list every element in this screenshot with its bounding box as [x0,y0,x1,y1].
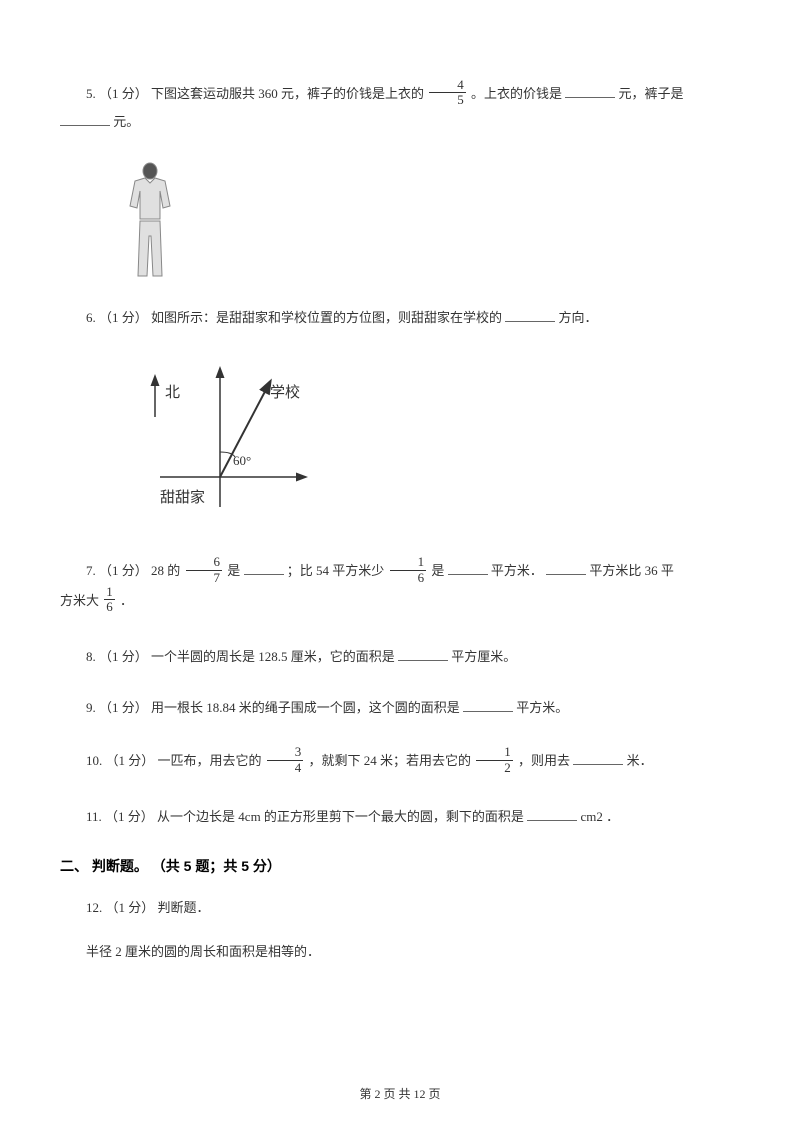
sportswear-icon [120,161,180,281]
q7-t2: 是 [227,563,240,578]
q7-line1: 7. （1 分） 28 的 6 7 是 ；比 54 平方米少 1 6 是 平方米… [60,557,740,587]
q5-text-after-b2: 元。 [113,114,139,129]
question-11: 11. （1 分） 从一个边长是 4cm 的正方形里剪下一个最大的圆，剩下的面积… [60,805,740,828]
sportswear-image [120,161,740,286]
q7-f3d: 6 [104,600,115,614]
q10-t1: 一匹布，用去它的 [158,753,262,768]
question-6: 6. （1 分） 如图所示：是甜甜家和学校位置的方位图，则甜甜家在学校的 方向． [60,306,740,329]
q12-t1: 判断题． [158,900,210,915]
q9-points: （1 分） [99,700,148,715]
q7-f1d: 7 [186,571,223,585]
q10-f2d: 2 [476,761,513,775]
question-12: 12. （1 分） 判断题． 半径 2 厘米的圆的周长和面积是相等的． [60,896,740,963]
q7-t6: 平方米比 36 平 [589,563,674,578]
question-5: 5. （1 分） 下图这套运动服共 360 元，裤子的价钱是上衣的 4 5 。上… [60,80,740,133]
q10-t3: ，则用去 [518,753,570,768]
q7-line2: 方米大 1 6 ． [60,587,740,617]
q10-points: （1 分） [106,753,155,768]
q9-text: 9. （1 分） 用一根长 18.84 米的绳子围成一个圆，这个圆的面积是 平方… [60,696,740,719]
q8-text: 8. （1 分） 一个半圆的周长是 128.5 厘米，它的面积是 平方厘米。 [60,645,740,668]
q7-f1n: 6 [186,555,223,570]
q7-l2-t2: ． [120,593,133,608]
q10-f2n: 1 [476,745,513,760]
q8-t1: 一个半圆的周长是 128.5 厘米，它的面积是 [151,649,395,664]
q11-t2: cm2 ． [580,809,619,824]
q10-frac1: 3 4 [267,745,304,775]
q5-fraction: 4 5 [429,78,466,108]
q7-frac2: 1 6 [390,555,427,585]
page-footer: 第 2 页 共 12 页 [0,1085,800,1102]
school-label: 学校 [270,384,300,401]
q11-points: （1 分） [105,809,154,824]
q12-points: （1 分） [106,900,155,915]
q9-number: 9. [86,700,96,715]
q5-text-after-b1: 元，裤子是 [619,86,684,101]
q6-text: 6. （1 分） 如图所示：是甜甜家和学校位置的方位图，则甜甜家在学校的 方向． [60,306,740,329]
q11-t1: 从一个边长是 4cm 的正方形里剪下一个最大的圆，剩下的面积是 [157,809,524,824]
q9-t2: 平方米。 [516,700,568,715]
q10-number: 10. [86,753,102,768]
q11-text: 11. （1 分） 从一个边长是 4cm 的正方形里剪下一个最大的圆，剩下的面积… [60,805,740,828]
q5-number: 5. [86,86,96,101]
diagram-svg: 北 学校 60° 甜甜家 [120,357,320,537]
q11-blank [527,807,577,821]
q7-t4: 是 [431,563,444,578]
home-label: 甜甜家 [160,489,205,506]
q7-l2-t1: 方米大 [60,593,99,608]
q8-blank [398,647,448,661]
q10-blank [573,751,623,765]
q5-blank-2 [60,112,110,126]
q11-number: 11. [86,809,102,824]
q12-number: 12. [86,900,102,915]
q7-blank1 [244,561,284,575]
q5-blank-1 [565,84,615,98]
q7-f2n: 1 [390,555,427,570]
q5-text: 5. （1 分） 下图这套运动服共 360 元，裤子的价钱是上衣的 4 5 。上… [60,80,740,110]
q7-f3n: 1 [104,585,115,600]
q7-points: （1 分） [99,563,148,578]
q9-blank [463,698,513,712]
q7-f2d: 6 [390,571,427,585]
question-7: 7. （1 分） 28 的 6 7 是 ；比 54 平方米少 1 6 是 平方米… [60,557,740,616]
q7-frac3: 1 6 [104,585,115,615]
q5-frac-den: 5 [429,93,466,107]
q12-line1: 12. （1 分） 判断题． [60,896,740,919]
q7-blank2 [448,561,488,575]
q7-blank3 [546,561,586,575]
q10-t4: 米． [627,753,653,768]
q8-t2: 平方厘米。 [451,649,516,664]
north-label: 北 [165,384,180,401]
q6-points: （1 分） [99,310,148,325]
q12-line2: 半径 2 厘米的圆的周长和面积是相等的． [60,940,740,963]
q7-t1: 28 的 [151,563,180,578]
q5-points: （1 分） [99,86,148,101]
q6-text-before: 如图所示：是甜甜家和学校位置的方位图，则甜甜家在学校的 [151,310,502,325]
q5-text-after-frac: 。上衣的价钱是 [471,86,562,101]
question-10: 10. （1 分） 一匹布，用去它的 3 4 ，就剩下 24 米；若用去它的 1… [60,747,740,777]
q7-frac1: 6 7 [186,555,223,585]
question-9: 9. （1 分） 用一根长 18.84 米的绳子围成一个圆，这个圆的面积是 平方… [60,696,740,719]
q8-points: （1 分） [99,649,148,664]
q8-number: 8. [86,649,96,664]
question-8: 8. （1 分） 一个半圆的周长是 128.5 厘米，它的面积是 平方厘米。 [60,645,740,668]
q10-text: 10. （1 分） 一匹布，用去它的 3 4 ，就剩下 24 米；若用去它的 1… [60,747,740,777]
direction-diagram: 北 学校 60° 甜甜家 [120,357,320,537]
section-2-header: 二、 判断题。 （共 5 题；共 5 分） [60,856,740,876]
q6-blank [505,308,555,322]
q10-f1d: 4 [267,761,304,775]
q6-text-after: 方向． [559,310,598,325]
q9-t1: 用一根长 18.84 米的绳子围成一个圆，这个圆的面积是 [151,700,460,715]
angle-label: 60° [233,453,251,468]
q7-number: 7. [86,563,96,578]
q7-t5: 平方米． [491,563,543,578]
q5-text-before: 下图这套运动服共 360 元，裤子的价钱是上衣的 [151,86,424,101]
q10-frac2: 1 2 [476,745,513,775]
q6-number: 6. [86,310,96,325]
q5-line2: 元。 [60,110,740,133]
q7-t3: ；比 54 平方米少 [287,563,385,578]
q10-t2: ，就剩下 24 米；若用去它的 [309,753,472,768]
q5-frac-num: 4 [429,78,466,93]
q10-f1n: 3 [267,745,304,760]
